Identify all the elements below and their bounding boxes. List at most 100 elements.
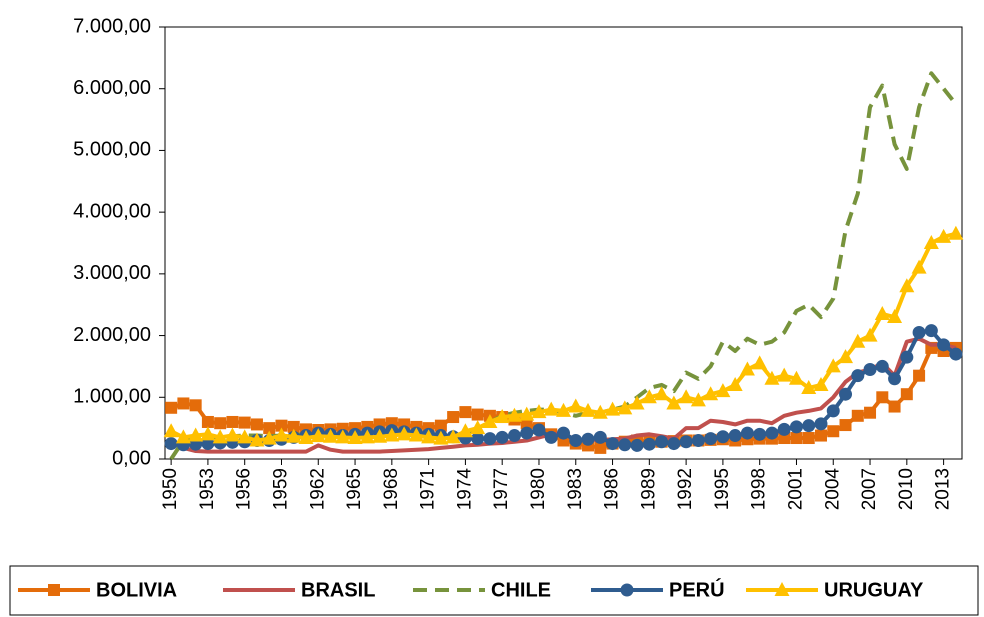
marker	[273, 427, 289, 442]
marker	[531, 404, 547, 419]
marker	[838, 349, 854, 364]
marker	[654, 386, 670, 401]
marker	[617, 400, 633, 415]
marker	[226, 415, 239, 428]
marker	[188, 427, 204, 442]
marker	[642, 437, 656, 451]
marker	[937, 338, 951, 352]
x-tick-label: 1992	[675, 468, 696, 510]
marker	[900, 350, 914, 364]
y-tick-label: 0,00	[112, 447, 151, 469]
x-tick-label: 2007	[859, 468, 880, 510]
marker	[506, 407, 522, 422]
marker	[556, 402, 571, 417]
marker	[261, 430, 277, 445]
marker	[620, 583, 634, 597]
marker	[519, 406, 535, 421]
x-tick-label: 2010	[896, 468, 917, 510]
marker	[618, 438, 632, 452]
marker	[483, 432, 497, 446]
marker	[715, 383, 731, 398]
marker	[238, 416, 251, 429]
marker	[482, 413, 498, 428]
marker	[690, 392, 706, 407]
marker	[447, 411, 460, 424]
marker	[949, 347, 963, 361]
marker	[298, 430, 314, 445]
marker	[900, 388, 913, 401]
marker	[48, 584, 60, 596]
marker	[543, 401, 559, 416]
y-tick-label: 5.000,00	[73, 139, 151, 161]
marker	[433, 430, 449, 445]
x-tick-label: 1962	[307, 468, 328, 510]
marker	[887, 309, 903, 324]
marker	[396, 426, 412, 441]
marker	[913, 369, 926, 382]
x-tick-label: 1980	[528, 468, 549, 510]
marker	[790, 432, 803, 445]
marker	[384, 427, 400, 442]
legend-item: PERÚ	[591, 577, 725, 601]
marker	[814, 417, 828, 431]
x-tick-label: 1995	[712, 468, 733, 510]
marker	[863, 363, 877, 377]
marker	[287, 420, 300, 433]
marker	[592, 404, 608, 419]
marker	[606, 437, 620, 451]
marker	[201, 415, 214, 428]
marker	[864, 406, 877, 419]
marker	[851, 369, 865, 383]
marker	[874, 305, 890, 320]
marker	[802, 419, 816, 433]
marker	[568, 398, 584, 413]
marker	[888, 400, 901, 413]
marker	[899, 278, 915, 293]
marker	[471, 432, 485, 446]
marker	[164, 437, 178, 451]
x-tick-label: 1977	[491, 468, 512, 510]
legend-label: PERÚ	[669, 577, 725, 601]
marker	[557, 426, 570, 440]
marker	[776, 367, 792, 382]
marker	[200, 426, 216, 441]
marker	[752, 355, 768, 370]
marker	[335, 429, 351, 444]
y-tick-label: 4.000,00	[73, 200, 151, 222]
x-tick-label: 1953	[197, 468, 218, 510]
marker	[888, 372, 902, 386]
marker	[434, 419, 447, 432]
marker	[716, 430, 730, 444]
marker	[263, 422, 276, 435]
marker	[727, 376, 743, 391]
legend-item: BRASIL	[223, 579, 375, 601]
x-tick-label: 1974	[454, 468, 475, 511]
marker	[827, 425, 840, 438]
legend-box	[9, 565, 979, 616]
marker	[445, 429, 461, 444]
marker	[912, 325, 926, 339]
marker	[813, 376, 829, 391]
x-tick-label: 1989	[638, 468, 659, 510]
marker	[876, 391, 889, 404]
marker	[666, 395, 682, 410]
marker	[372, 428, 388, 443]
marker	[275, 419, 288, 432]
plot-area	[164, 26, 963, 460]
marker	[764, 370, 780, 385]
marker	[801, 380, 817, 395]
marker	[789, 420, 803, 434]
marker	[862, 327, 878, 342]
marker	[594, 441, 607, 454]
marker	[826, 404, 840, 418]
marker	[774, 582, 790, 596]
marker	[788, 370, 804, 385]
marker	[923, 235, 939, 249]
legend-label: URUGUAY	[824, 579, 924, 601]
marker	[408, 427, 424, 442]
marker	[678, 389, 694, 404]
marker	[839, 387, 853, 401]
marker	[532, 423, 546, 437]
x-tick-label: 2004	[822, 468, 843, 511]
